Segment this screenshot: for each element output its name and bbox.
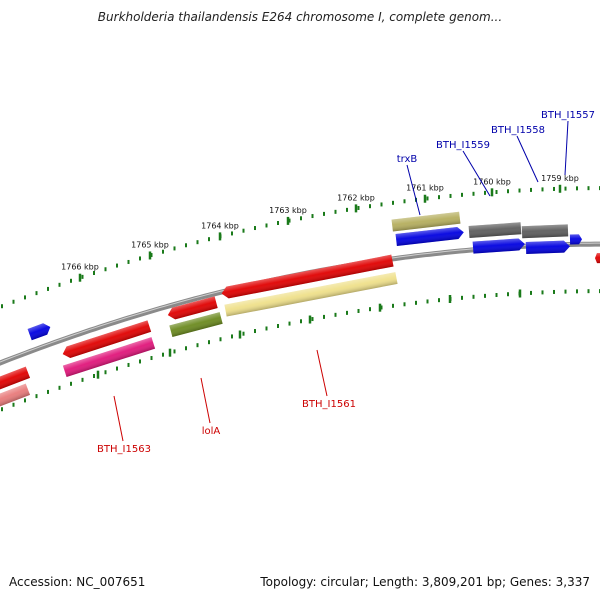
genome-summary-text: Topology: circular; Length: 3,809,201 bp…	[260, 575, 590, 589]
gene-label[interactable]: trxB	[397, 154, 418, 165]
label-leader-line	[316, 349, 328, 397]
gene-label[interactable]: BTH_I1559	[436, 140, 490, 151]
label-leader-line	[113, 395, 124, 442]
scale-tick-label: 1759 kbp	[541, 174, 579, 183]
scale-tick-label: 1765 kbp	[131, 240, 169, 249]
gene-label[interactable]: BTH_I1563	[97, 444, 151, 455]
gene-feature-magenta[interactable]	[62, 337, 156, 378]
gene-feature-trxB[interactable]	[391, 211, 461, 232]
gene-feature-BTH_I1558[interactable]	[472, 238, 526, 254]
gene-feature-blue-small[interactable]	[27, 321, 53, 341]
accession-text: Accession: NC_007651	[9, 575, 146, 589]
scale-tick-label: 1760 kbp	[473, 177, 511, 186]
scale-tick-label: 1764 kbp	[201, 221, 239, 230]
gene-labels: BTH_I1563lolABTH_I1561trxBBTH_I1559BTH_I…	[97, 110, 595, 455]
gene-feature-BTH_I1563[interactable]	[61, 320, 152, 359]
gene-feature-red-edge[interactable]	[595, 253, 600, 264]
label-leader-line	[462, 150, 491, 197]
label-leader-line	[200, 377, 211, 424]
gene-feature-pale-yellow[interactable]	[224, 272, 398, 317]
gene-feature-lolA[interactable]	[166, 296, 218, 321]
gene-feature-BTH_I1559[interactable]	[395, 226, 465, 246]
scale-ticks: 1766 kbp 1765 kbp 1764 kbp 1763 kbp 1762 kbp…	[1, 174, 600, 412]
label-leader-line	[564, 120, 569, 176]
gene-feature-blue-tip[interactable]	[569, 234, 582, 245]
label-leader-line	[516, 135, 539, 183]
scale-tick-label: 1762 kbp	[337, 193, 375, 202]
gene-label[interactable]: BTH_I1558	[491, 125, 545, 136]
map-title: Burkholderia thailandensis E264 chromoso…	[97, 10, 503, 24]
gene-label[interactable]: lolA	[202, 426, 221, 437]
scale-tick-label: 1763 kbp	[269, 206, 307, 215]
gene-feature-red[interactable]	[0, 366, 31, 391]
gene-features[interactable]	[0, 211, 600, 408]
scale-tick-label: 1766 kbp	[61, 263, 99, 272]
gene-feature-olive[interactable]	[169, 312, 223, 338]
gene-feature-salmon[interactable]	[0, 383, 31, 408]
gene-feature-BTH_I1561[interactable]	[220, 254, 394, 300]
label-leader-line	[406, 164, 421, 216]
gene-feature-BTH_I1557[interactable]	[525, 240, 570, 255]
gene-label[interactable]: BTH_I1557	[541, 110, 595, 121]
gene-feature-gray-2[interactable]	[521, 224, 569, 239]
gene-label[interactable]: BTH_I1561	[302, 399, 356, 410]
gene-feature-gray-1[interactable]	[468, 222, 522, 238]
scale-tick-label: 1761 kbp	[406, 184, 444, 193]
